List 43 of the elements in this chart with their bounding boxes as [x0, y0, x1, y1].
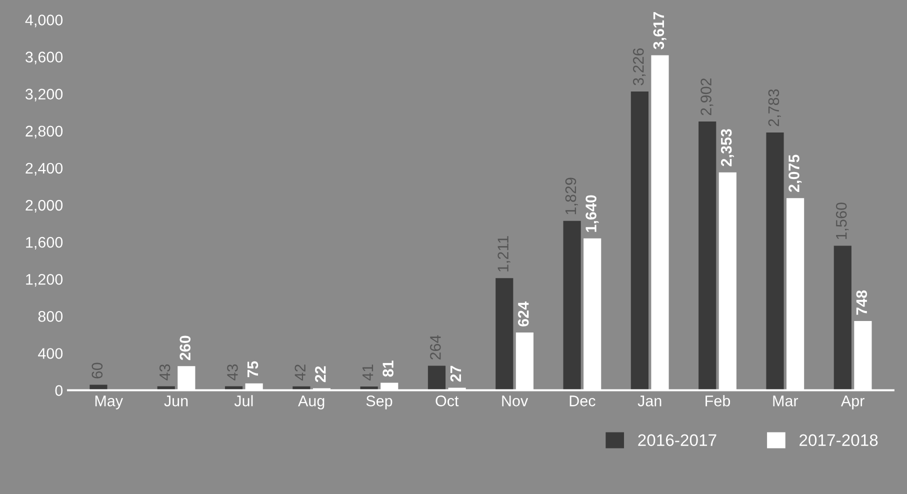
y-tick-label: 1,600	[26, 236, 63, 250]
bar	[834, 246, 852, 390]
data-label: 2,353	[720, 129, 734, 166]
x-tick-label: Oct	[436, 396, 459, 406]
data-label: 3,617	[653, 12, 666, 50]
x-tick-label: Feb	[706, 395, 730, 406]
y-tick-label: 2,400	[26, 162, 63, 176]
y-tick-label: 2,800	[26, 126, 63, 138]
y-tick-label: 800	[38, 311, 63, 322]
data-label: 22	[315, 366, 326, 382]
bar	[630, 91, 648, 390]
y-tick-label: 4,000	[25, 14, 63, 28]
x-tick-label: Apr	[840, 396, 864, 410]
x-tick-label: May	[95, 396, 124, 410]
y-tick-label: 0	[55, 385, 63, 396]
x-tick-label: Sep	[366, 396, 392, 410]
legend-label: 2017-2018	[800, 434, 878, 446]
bar	[563, 220, 581, 390]
data-label: 624	[518, 302, 529, 326]
y-tick-label: 2,000	[26, 200, 63, 212]
y-tick-label: 400	[38, 348, 63, 359]
data-label: 27	[450, 366, 461, 382]
bar	[698, 121, 716, 390]
x-tick-label: Mar	[773, 396, 798, 406]
bar	[496, 278, 514, 390]
x-tick-label: Dec	[570, 396, 596, 406]
data-label: 2,075	[788, 154, 802, 192]
bar	[428, 366, 446, 390]
x-tick-label: Jan	[638, 396, 662, 406]
y-tick-label: 1,200	[26, 274, 63, 287]
x-tick-label: Jul	[234, 395, 253, 406]
data-label: 748	[856, 290, 868, 315]
data-label: 81	[382, 360, 394, 377]
data-label: 260	[180, 336, 191, 360]
y-tick-label: 3,600	[26, 52, 63, 64]
x-tick-label: Aug	[298, 396, 324, 410]
x-tick-label: Jun	[164, 396, 188, 406]
x-tick-label: Nov	[502, 396, 528, 406]
y-tick-label: 3,200	[26, 88, 63, 102]
data-label: 75	[248, 361, 258, 378]
bar	[766, 132, 784, 390]
data-label: 1,640	[586, 195, 599, 232]
legend-label: 2016-2017	[638, 434, 716, 446]
